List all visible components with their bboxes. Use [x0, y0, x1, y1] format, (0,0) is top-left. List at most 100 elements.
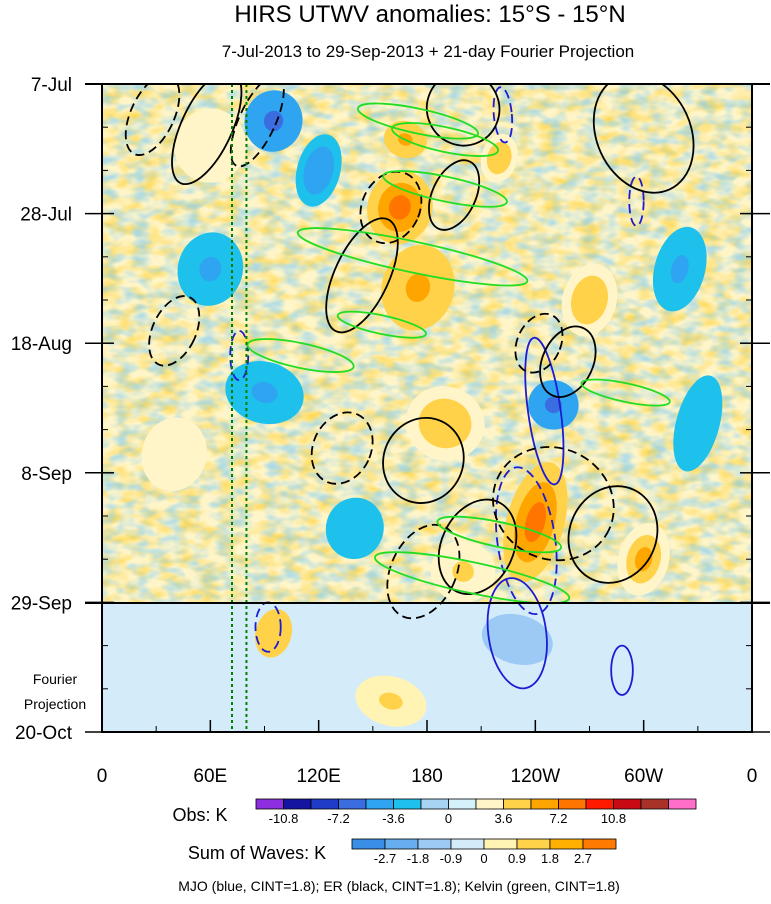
forecast-label-line-1: Fourier — [33, 671, 78, 687]
projection-anomaly-2-level-2 — [181, 659, 204, 681]
obs-colorbar-box-1 — [283, 798, 312, 810]
er-contour-0 — [171, 84, 243, 186]
waves-colorbar-box-5 — [516, 838, 551, 850]
obs-colorbar-tick-label-1: -7.2 — [327, 811, 349, 826]
y-tick-label-4: 29-Sep — [11, 593, 72, 614]
er-contour-6 — [359, 170, 423, 245]
obs-colorbar-box-15 — [668, 798, 697, 810]
obs-colorbar-tick-label-4: 3.6 — [494, 811, 512, 826]
kelvin-contour-7 — [580, 378, 671, 407]
obs-anomaly-2-level-2 — [388, 195, 411, 220]
waves-colorbar-box-2 — [417, 838, 452, 850]
y-tick-label-0: 7-Jul — [31, 75, 72, 96]
er-contour-1 — [124, 84, 181, 156]
chart-subtitle: 7-Jul-2013 to 29-Sep-2013 + 21-day Fouri… — [222, 42, 635, 61]
wave-contours — [124, 84, 695, 696]
obs-colorbar-tick-label-2: -3.6 — [382, 811, 404, 826]
obs-colorbar-box-0 — [255, 798, 284, 810]
y-tick-label-1: 28-Jul — [20, 205, 72, 226]
er-contour-15 — [148, 295, 201, 367]
waves-colorbar: -2.7 -1.8 -0.9 0 0.9 1.8 2.7 — [351, 838, 617, 866]
er-contour-8 — [539, 325, 597, 398]
obs-colorbar-box-12 — [585, 798, 614, 810]
er-contour-14 — [567, 485, 659, 584]
waves-colorbar-tick-label-0: -2.7 — [374, 851, 396, 866]
obs-anomaly-12-level-2 — [251, 382, 278, 404]
x-tick-label-4: 120W — [511, 766, 561, 787]
er-contour-12 — [386, 523, 461, 620]
waves-colorbar-tick-label-3: 0 — [480, 851, 487, 866]
kelvin-contour-6 — [374, 551, 571, 605]
er-contour-11 — [437, 498, 518, 596]
obs-colorbar-box-8 — [475, 798, 504, 810]
obs-anomaly-17-level-2 — [198, 133, 223, 159]
obs-anomaly-14-level-2 — [670, 255, 689, 284]
obs-colorbar-box-7 — [448, 798, 477, 810]
chart-title: HIRS UTWV anomalies: 15°S - 15°N — [234, 1, 625, 28]
obs-colorbar-box-3 — [338, 798, 367, 810]
obs-anomaly-9-level-2 — [263, 110, 284, 132]
kelvin-contour-2 — [382, 170, 508, 208]
y-tick-label-2: 18-Aug — [11, 334, 72, 355]
obs-colorbar-box-2 — [310, 798, 339, 810]
mjo-contour-1 — [628, 175, 645, 227]
projection-anomaly-3-level-2 — [625, 675, 662, 702]
obs-colorbar-box-10 — [530, 798, 559, 810]
y-tick-label-3: 8-Sep — [21, 464, 72, 485]
kelvin-contours — [246, 102, 671, 605]
x-tick-label-3: 180 — [411, 766, 443, 787]
er-contour-13 — [492, 446, 615, 562]
obs-anomaly-11-level-2 — [199, 256, 222, 282]
waves-colorbar-box-0 — [351, 838, 386, 850]
obs-anomaly-8-level-2 — [452, 561, 474, 582]
mjo-contour-2 — [524, 336, 565, 486]
obs-colorbar-box-5 — [393, 798, 422, 810]
obs-colorbar-label: Obs: K — [172, 805, 227, 825]
projection-anomaly-0-level-2 — [267, 625, 280, 642]
reference-longitude-lines — [231, 84, 248, 732]
obs-anomaly-4-level-2 — [580, 287, 599, 313]
waves-colorbar-box-1 — [384, 838, 419, 850]
waves-colorbar-box-6 — [549, 838, 584, 850]
obs-anomaly-15-level-2 — [345, 518, 365, 539]
kelvin-contour-8 — [336, 310, 427, 339]
x-tick-label-5: 60W — [624, 766, 663, 787]
kelvin-contour-1 — [391, 122, 500, 157]
obs-colorbar-tick-label-0: -10.8 — [269, 811, 299, 826]
obs-anomaly-16-level-2 — [689, 407, 707, 440]
waves-colorbar-tick-label-6: 2.7 — [574, 851, 592, 866]
er-contour-3 — [592, 84, 695, 194]
obs-colorbar-box-13 — [613, 798, 642, 810]
obs-anomaly-13-level-2 — [544, 396, 562, 414]
er-contour-10 — [310, 411, 374, 485]
projection-anomaly-4-level-2 — [379, 692, 403, 710]
kelvin-contour-0 — [356, 102, 479, 140]
mjo-contours — [229, 86, 645, 696]
obs-anomaly-7-level-2 — [634, 547, 653, 572]
plot-area — [85, 83, 770, 733]
x-axis: 0 60E 120E 180 120W 60W 0 — [97, 720, 757, 787]
x-tick-label-0: 0 — [97, 766, 108, 787]
obs-anomaly-18-level-2 — [163, 442, 186, 467]
obs-colorbar-tick-label-6: 10.8 — [601, 811, 626, 826]
projection-anomaly-1-level-2 — [505, 630, 530, 648]
er-contour-16 — [514, 312, 564, 374]
er-contour-7 — [428, 159, 481, 231]
mjo-contour-3 — [494, 466, 558, 616]
mjo-contour-4 — [486, 577, 548, 690]
x-tick-label-1: 60E — [193, 766, 227, 787]
er-contour-4 — [325, 217, 399, 334]
x-tick-label-2: 120E — [296, 766, 340, 787]
waves-colorbar-box-4 — [483, 838, 518, 850]
er-contour-2 — [229, 84, 285, 168]
obs-colorbar-box-14 — [640, 798, 669, 810]
waves-colorbar-box-7 — [582, 838, 617, 850]
projection-anomaly-5-level-2 — [690, 620, 705, 634]
waves-colorbar-tick-label-2: -0.9 — [440, 851, 462, 866]
obs-anomaly-3-level-2 — [405, 273, 431, 302]
mjo-contour-6 — [229, 329, 250, 382]
projection-anomaly-features — [159, 608, 720, 728]
obs-colorbar-tick-label-5: 7.2 — [549, 811, 567, 826]
er-contours — [124, 84, 695, 620]
waves-colorbar-box-3 — [450, 838, 485, 850]
